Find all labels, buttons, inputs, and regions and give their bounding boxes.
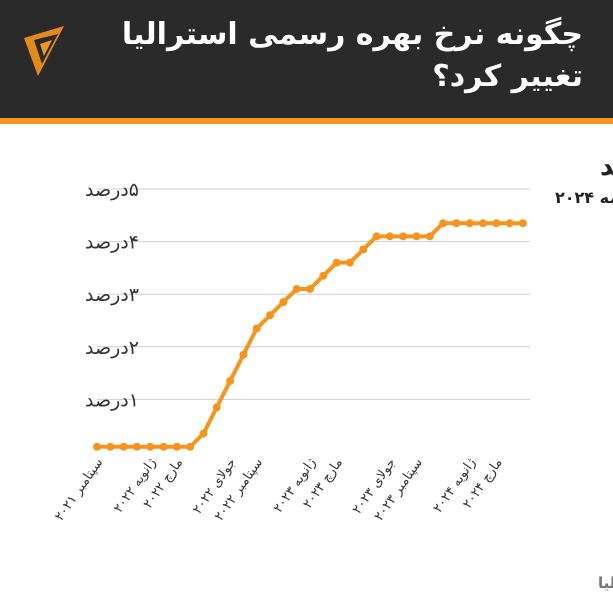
point — [412, 232, 421, 241]
point — [252, 324, 261, 333]
point — [132, 442, 141, 451]
annotation-date: مه ۲۰۲۴ — [555, 188, 613, 207]
point — [359, 245, 368, 254]
point — [239, 350, 248, 359]
point — [212, 403, 221, 412]
point — [199, 429, 208, 438]
point — [186, 442, 195, 451]
y-tick-label: ۴درصد — [85, 232, 139, 254]
point — [399, 232, 408, 241]
point — [159, 442, 168, 451]
point — [119, 442, 128, 451]
point — [345, 258, 354, 267]
point — [172, 442, 181, 451]
x-tick-label: سپتامبر ۲۰۲۱ — [52, 456, 106, 524]
point — [332, 258, 341, 267]
point — [279, 298, 288, 307]
line — [97, 221, 523, 449]
logo — [24, 26, 64, 76]
point — [479, 219, 488, 228]
point — [146, 442, 155, 451]
source: منبع: بانک مرکزی استرالیا — [598, 574, 613, 592]
y-tick-label: ۵درصد — [85, 179, 139, 201]
point — [319, 271, 328, 280]
point — [266, 311, 275, 320]
point — [226, 376, 235, 385]
point — [106, 442, 115, 451]
y-tick-label: ۱درصد — [85, 389, 139, 411]
header: چگونه نرخ بهره رسمی استرالیا تغییر کرد؟ — [0, 0, 613, 124]
point — [505, 219, 514, 228]
point — [519, 219, 527, 228]
point — [492, 219, 501, 228]
y-tick-label: ۲درصد — [85, 337, 139, 359]
point — [93, 442, 101, 451]
point — [425, 232, 434, 241]
annotation-value: ۴.۳۵ درصد — [600, 152, 613, 182]
point — [465, 219, 474, 228]
point — [292, 284, 301, 293]
point — [385, 232, 394, 241]
point — [306, 284, 314, 293]
point — [452, 219, 461, 228]
point — [372, 232, 381, 241]
point — [439, 219, 448, 228]
y-tick-label: ۳درصد — [85, 284, 139, 306]
title: چگونه نرخ بهره رسمی استرالیا تغییر کرد؟ — [121, 17, 583, 94]
